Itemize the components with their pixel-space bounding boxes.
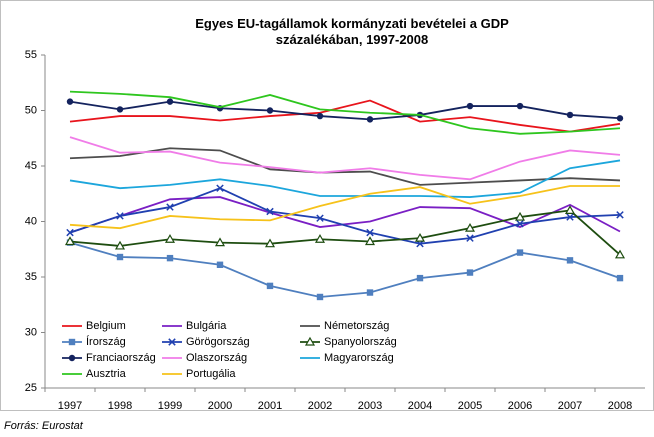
marker xyxy=(466,102,474,110)
marker xyxy=(216,261,224,268)
series-line xyxy=(69,90,621,135)
series-line xyxy=(69,99,621,133)
marker xyxy=(466,269,474,276)
marker xyxy=(314,234,326,243)
marker xyxy=(414,232,426,242)
marker xyxy=(64,236,76,246)
x-tick-label: 1998 xyxy=(108,400,132,412)
y-tick-label: 35 xyxy=(25,271,37,283)
marker xyxy=(266,107,274,114)
legend-label: Bulgária xyxy=(186,320,227,332)
y-tick-label: 55 xyxy=(25,49,37,61)
marker xyxy=(614,249,626,259)
y-tick-label: 40 xyxy=(25,215,37,227)
marker xyxy=(464,222,476,232)
x-tick-label: 1997 xyxy=(58,400,82,412)
chart-frame xyxy=(0,0,654,411)
x-tick-label: 2007 xyxy=(558,400,582,412)
legend-label: Magyarország xyxy=(324,352,394,364)
x-tick-label: 2005 xyxy=(458,400,482,412)
x-tick-label: 2001 xyxy=(258,400,282,412)
marker xyxy=(264,238,276,248)
chart-title: Egyes EU-tagállamok kormányzati bevétele… xyxy=(195,16,509,47)
legend-label: Spanyolország xyxy=(324,336,397,348)
x-tick-label: 2008 xyxy=(608,400,632,412)
marker xyxy=(516,219,524,228)
x-tick-label: 2000 xyxy=(208,400,232,412)
marker xyxy=(616,115,624,122)
x-tick-label: 1999 xyxy=(158,400,182,412)
y-tick-label: 25 xyxy=(25,382,37,394)
marker xyxy=(516,102,524,110)
series-line xyxy=(69,187,621,245)
legend-label: Ausztria xyxy=(86,368,127,380)
y-tick-label: 45 xyxy=(25,160,37,172)
marker xyxy=(166,254,174,262)
marker xyxy=(466,234,474,242)
marker xyxy=(516,249,524,256)
marker xyxy=(116,253,124,261)
marker xyxy=(266,207,274,216)
legend-label: Franciaország xyxy=(86,352,156,364)
series-line xyxy=(69,185,620,230)
marker xyxy=(214,237,226,247)
y-tick-label: 30 xyxy=(25,326,37,338)
legend-label: Olaszország xyxy=(186,352,247,364)
legend-label: Írország xyxy=(86,335,126,348)
series-line xyxy=(69,136,621,181)
legend-marker xyxy=(168,338,176,346)
legend-label: Portugália xyxy=(186,368,236,380)
marker xyxy=(66,98,74,105)
marker xyxy=(316,112,324,120)
marker xyxy=(566,111,574,119)
marker xyxy=(566,213,574,221)
marker xyxy=(366,289,374,296)
marker xyxy=(216,184,224,192)
marker xyxy=(616,274,624,282)
marker xyxy=(116,212,124,220)
marker xyxy=(266,282,274,290)
marker xyxy=(316,214,324,222)
marker xyxy=(366,116,374,123)
legend-label: Belgium xyxy=(86,320,126,332)
series-line xyxy=(69,209,621,256)
marker xyxy=(166,203,174,211)
marker xyxy=(164,234,176,243)
legend-marker xyxy=(68,338,76,346)
marker xyxy=(66,228,74,237)
y-tick-label: 50 xyxy=(25,104,37,116)
series-line xyxy=(69,100,621,121)
marker xyxy=(416,274,424,282)
marker xyxy=(616,211,624,219)
legend-marker xyxy=(304,336,316,346)
marker xyxy=(566,257,574,264)
marker xyxy=(366,228,374,237)
marker xyxy=(364,236,376,246)
legend-marker xyxy=(68,354,76,362)
marker xyxy=(114,240,126,250)
marker xyxy=(116,106,124,113)
marker xyxy=(564,205,576,214)
marker xyxy=(316,293,324,301)
x-tick-label: 2002 xyxy=(308,400,332,412)
marker xyxy=(166,98,174,105)
x-tick-label: 2004 xyxy=(408,400,432,412)
x-tick-label: 2003 xyxy=(358,400,382,412)
series-line xyxy=(69,147,621,186)
source: Forrás: Eurostat xyxy=(4,420,84,432)
legend-label: Görögország xyxy=(186,336,250,348)
marker xyxy=(514,211,526,221)
x-tick-label: 2006 xyxy=(508,400,532,412)
series-line xyxy=(69,159,621,198)
series-line xyxy=(69,241,621,298)
legend-label: Németország xyxy=(324,320,389,332)
